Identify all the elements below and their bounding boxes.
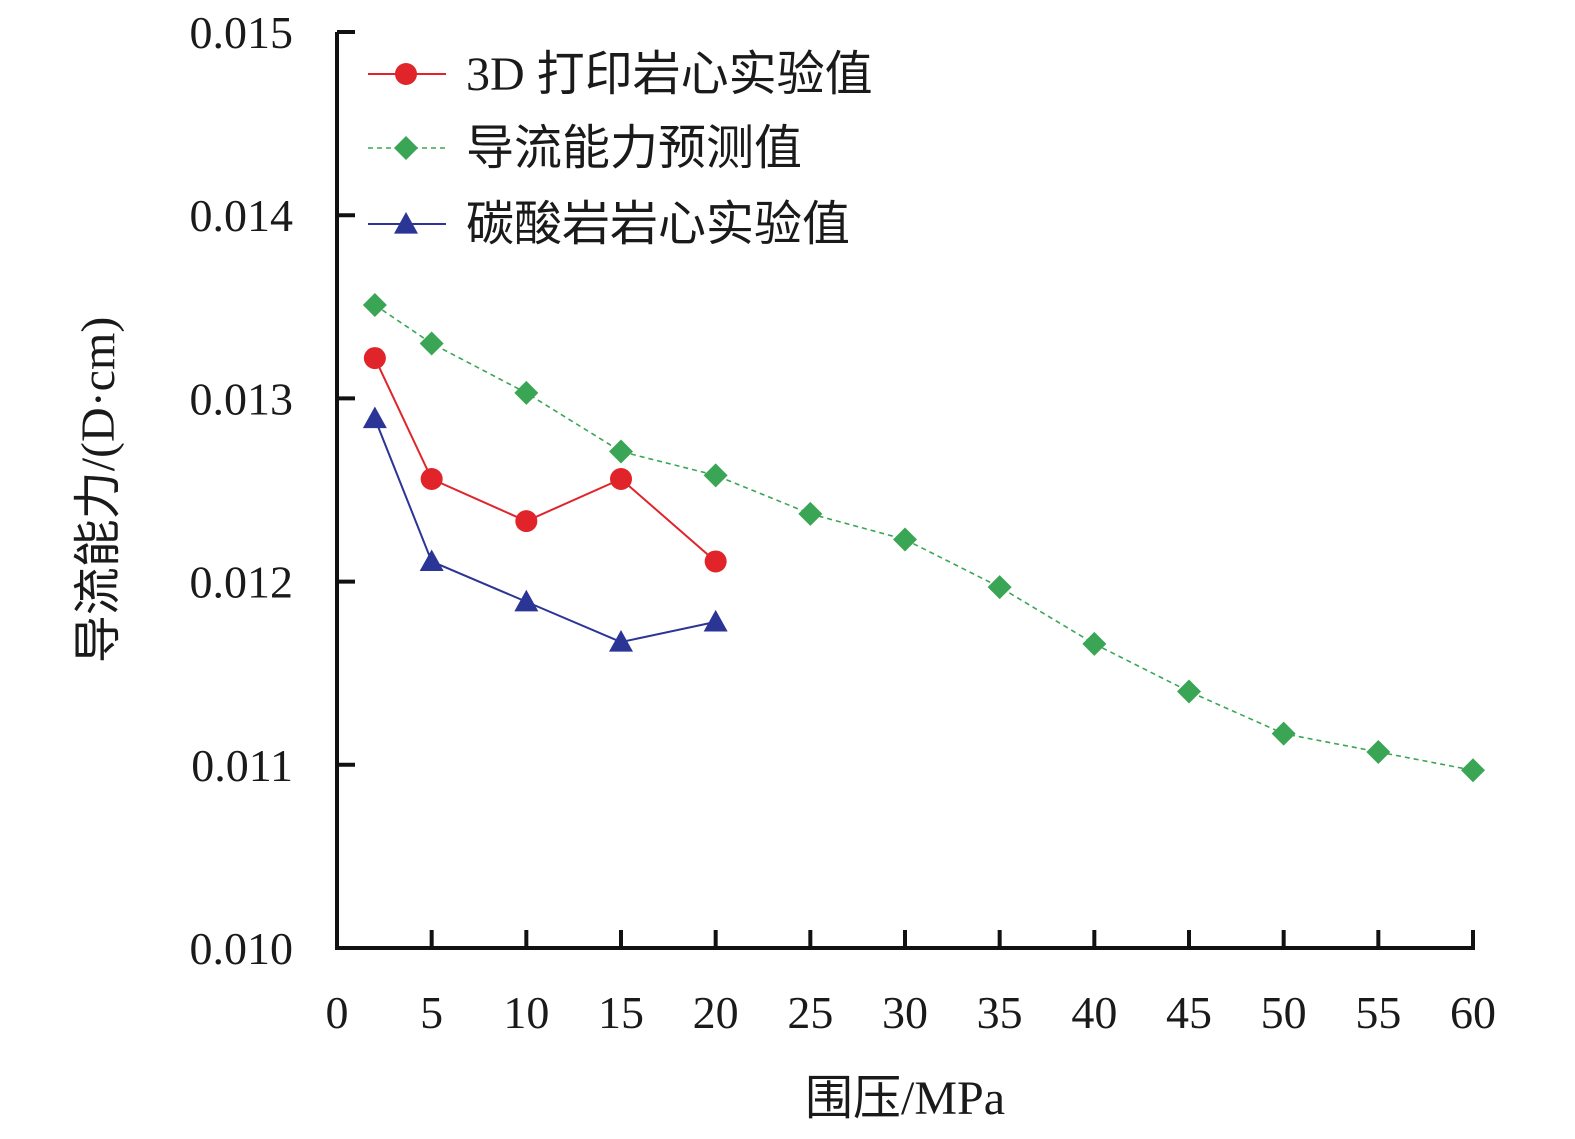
data-point-triangle — [703, 609, 728, 632]
data-point-diamond — [1366, 739, 1391, 764]
y-tick-label: 0.013 — [190, 373, 294, 424]
data-point-triangle — [394, 212, 418, 234]
data-point-diamond — [609, 439, 633, 464]
y-tick-label: 0.011 — [191, 740, 293, 791]
x-tick-label: 45 — [1166, 987, 1212, 1038]
data-point-circle — [420, 468, 443, 491]
x-axis-ticks: 0 5 10 15 20 25 30 35 40 45 50 55 60 — [326, 930, 1496, 1038]
legend-item-3: 碳酸岩岩心实验值 — [368, 198, 850, 251]
y-tick-label: 0.014 — [190, 190, 294, 241]
legend-item-1: 3D 打印岩心实验值 — [368, 48, 873, 101]
x-axis-title: 围压/MPa — [805, 1072, 1005, 1125]
x-tick-label: 10 — [503, 987, 549, 1038]
plot-area — [362, 292, 1485, 783]
series-line — [374, 304, 1474, 772]
data-point-diamond — [1271, 721, 1296, 746]
x-tick-label: 50 — [1261, 987, 1307, 1038]
x-tick-label: 40 — [1071, 987, 1117, 1038]
data-point-circle — [704, 550, 727, 573]
legend-label: 导流能力预测值 — [466, 122, 802, 175]
y-axis-ticks: 0.010 0.011 0.012 0.013 0.014 0.015 — [190, 7, 355, 974]
data-point-diamond — [514, 380, 539, 405]
data-point-triangle — [514, 589, 539, 612]
y-tick-label: 0.015 — [190, 7, 294, 58]
data-point-diamond — [394, 136, 418, 160]
y-tick-label: 0.010 — [190, 923, 294, 974]
data-point-diamond — [1082, 631, 1107, 656]
x-tick-label: 60 — [1450, 987, 1496, 1038]
legend-label: 3D 打印岩心实验值 — [466, 48, 873, 101]
legend-label: 碳酸岩岩心实验值 — [466, 198, 850, 251]
data-point-triangle — [362, 406, 387, 429]
data-point-diamond — [703, 463, 728, 488]
data-point-diamond — [362, 292, 387, 317]
x-tick-label: 20 — [693, 987, 739, 1038]
data-point-circle — [610, 468, 632, 491]
x-tick-label: 55 — [1355, 987, 1401, 1038]
data-point-diamond — [893, 527, 917, 552]
x-tick-label: 15 — [598, 987, 644, 1038]
data-point-diamond — [1461, 758, 1485, 783]
series-3 — [362, 406, 728, 652]
y-axis-title: 导流能力/(D·cm) — [72, 317, 125, 664]
data-point-circle — [363, 347, 386, 370]
series-2 — [362, 292, 1485, 783]
data-point-circle — [515, 510, 538, 533]
x-tick-label: 30 — [882, 987, 928, 1038]
series-line — [373, 418, 716, 644]
y-tick-label: 0.012 — [190, 557, 294, 608]
x-tick-label: 35 — [977, 987, 1023, 1038]
data-point-diamond — [798, 501, 823, 526]
data-point-triangle — [419, 549, 444, 572]
x-tick-label: 5 — [420, 987, 443, 1038]
series-1 — [363, 347, 727, 573]
series-line — [373, 357, 717, 563]
data-point-circle — [395, 63, 417, 85]
x-tick-label: 0 — [326, 987, 349, 1038]
legend-item-2: 导流能力预测值 — [368, 122, 802, 175]
data-point-diamond — [987, 575, 1012, 600]
data-point-diamond — [419, 331, 444, 356]
data-point-diamond — [1177, 679, 1201, 704]
data-point-triangle — [609, 630, 633, 652]
x-tick-label: 25 — [787, 987, 833, 1038]
